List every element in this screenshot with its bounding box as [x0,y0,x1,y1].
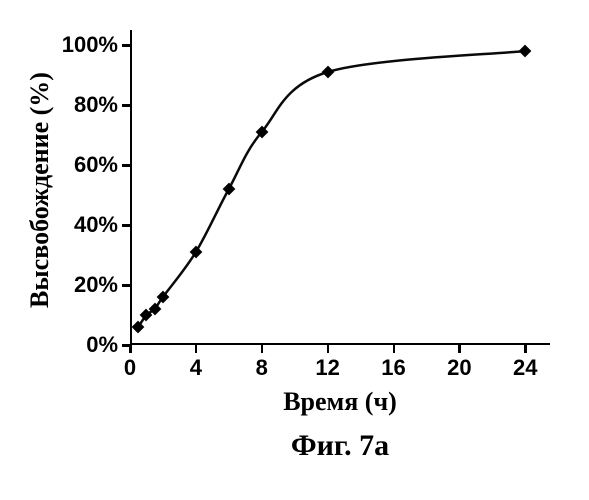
x-tick-label: 24 [513,355,537,381]
x-tick-label: 20 [447,355,471,381]
y-tick-mark [122,284,130,287]
x-tick-mark [261,345,264,353]
figure-container: 0 4 8 12 16 20 24 0% 20% 40% 60% 80% 100% Высвобожд… [0,0,589,500]
y-tick-label: 60% [74,152,118,178]
figure-caption: Фиг. 7a [130,429,550,463]
y-tick-mark [122,344,130,347]
x-tick-mark [327,345,330,353]
x-tick-mark [524,345,527,353]
y-axis-label: Высвобождение (%) [25,50,55,330]
y-tick-label: 100% [62,32,118,58]
y-tick-mark [122,44,130,47]
y-tick-mark [122,164,130,167]
x-tick-mark [195,345,198,353]
y-tick-label: 40% [74,212,118,238]
y-tick-label: 0% [86,332,118,358]
x-tick-mark [458,345,461,353]
plot-area [130,30,550,345]
x-tick-mark [393,345,396,353]
x-tick-label: 12 [315,355,339,381]
y-tick-mark [122,104,130,107]
y-tick-label: 20% [74,272,118,298]
y-tick-mark [122,224,130,227]
x-tick-label: 0 [124,355,136,381]
x-tick-label: 8 [256,355,268,381]
x-tick-label: 16 [381,355,405,381]
x-tick-label: 4 [190,355,202,381]
y-tick-label: 80% [74,92,118,118]
x-axis-label: Время (ч) [130,387,550,417]
